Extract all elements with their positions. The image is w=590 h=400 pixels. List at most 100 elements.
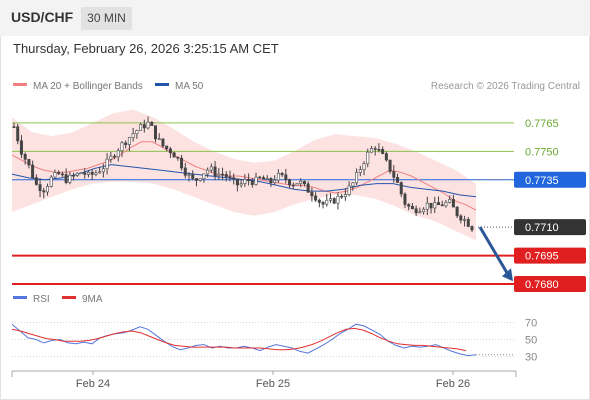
candle-body: [377, 149, 381, 151]
candle-body: [399, 182, 403, 195]
level-label-resistance: 0.7750: [525, 146, 559, 158]
candle-body: [194, 178, 198, 181]
candle-body: [407, 204, 411, 207]
x-tick-label: Feb 26: [436, 378, 470, 390]
candle-body: [329, 198, 333, 201]
candle-body: [68, 174, 72, 183]
level-label-support: 0.7680: [525, 279, 559, 291]
candle-body: [280, 172, 284, 176]
candle-body: [191, 174, 195, 179]
bollinger-bands: [12, 109, 476, 241]
timeframe-button[interactable]: 30 MIN: [81, 7, 132, 30]
candle-body: [72, 174, 76, 177]
ma20-legend: MA 20 + Bollinger Bands: [33, 81, 143, 92]
rsi-tick-label: 50: [525, 335, 537, 347]
candle-body: [343, 194, 347, 198]
candle-body: [302, 180, 306, 185]
candle-body: [418, 211, 422, 214]
candle-body: [254, 176, 258, 185]
candle-body: [463, 219, 467, 221]
level-label-support: 0.7695: [525, 251, 559, 263]
rsi-tick-label: 70: [525, 318, 537, 330]
candle-body: [239, 183, 243, 186]
candle-body: [209, 166, 213, 171]
candle-body: [101, 168, 105, 173]
candle-body: [176, 156, 180, 159]
current-price-tag: [514, 219, 586, 236]
candle-body: [321, 202, 325, 205]
candle-body: [261, 177, 265, 180]
candle-body: [217, 173, 221, 177]
candle-body: [172, 152, 176, 158]
candle-body: [284, 174, 288, 180]
candle-body: [273, 179, 277, 184]
forecast-arrow: [478, 226, 511, 278]
level-tag-pivot: [514, 171, 586, 188]
rsi-line: [11, 323, 477, 357]
level-tag-support: [514, 276, 586, 293]
candle-body: [332, 198, 336, 204]
candle-body: [310, 192, 314, 197]
candle-body: [46, 186, 50, 193]
candle-body: [187, 174, 191, 176]
candle-body: [288, 179, 292, 186]
candle-body: [49, 176, 53, 187]
candle-body: [381, 149, 385, 154]
candle-body: [306, 183, 310, 193]
candle-body: [131, 133, 135, 138]
candle-body: [213, 166, 217, 177]
candle-body: [42, 190, 46, 193]
ma20-line: [11, 141, 477, 211]
candle-body: [124, 142, 128, 145]
candle-body: [384, 153, 388, 161]
candle-body: [113, 155, 117, 158]
candle-body: [373, 148, 377, 150]
candle-body: [347, 185, 351, 195]
candle-body: [198, 178, 202, 181]
candle-body: [139, 124, 143, 131]
rsi-panel: 70 50 30: [11, 318, 537, 364]
candle-body: [75, 172, 79, 176]
candle-body: [410, 206, 414, 210]
candle-body: [146, 121, 150, 129]
candle-body: [86, 171, 90, 175]
candle-body: [314, 195, 318, 201]
candle-body: [53, 172, 57, 178]
candle-body: [351, 182, 355, 187]
candle-body: [94, 172, 98, 175]
candle-body: [340, 195, 344, 198]
x-tick-label: Feb 25: [256, 378, 290, 390]
level-label-resistance: 0.7765: [525, 118, 559, 130]
ma20-swatch: [13, 83, 27, 86]
candle-body: [369, 148, 373, 153]
candle-body: [161, 138, 165, 147]
candle-body: [202, 173, 206, 180]
candle-body: [466, 219, 470, 227]
candle-body: [336, 195, 340, 204]
candle-body: [153, 125, 157, 140]
candle-body: [451, 199, 455, 208]
candle-body: [291, 184, 295, 187]
candle-body: [258, 176, 262, 179]
candle-body: [165, 145, 169, 150]
bollinger-band-area: [12, 109, 476, 241]
candle-body: [183, 167, 187, 176]
candle-body: [459, 215, 463, 221]
candle-body: [221, 173, 225, 176]
candle-body: [455, 206, 459, 217]
candle-body: [403, 193, 407, 205]
forecast-arrowhead: [502, 268, 513, 282]
candle-body: [470, 226, 474, 231]
candle-body: [57, 172, 61, 175]
candle-body: [31, 164, 35, 178]
candle-body: [429, 202, 433, 209]
candle-body: [433, 202, 437, 209]
rsi-swatch: [13, 296, 27, 299]
candle-body: [16, 126, 20, 142]
candle-body: [392, 171, 396, 178]
candle-body: [299, 180, 303, 184]
candle-body: [12, 126, 16, 128]
candle-body: [388, 159, 392, 172]
candle-body: [265, 178, 269, 180]
candle-body: [206, 169, 210, 175]
